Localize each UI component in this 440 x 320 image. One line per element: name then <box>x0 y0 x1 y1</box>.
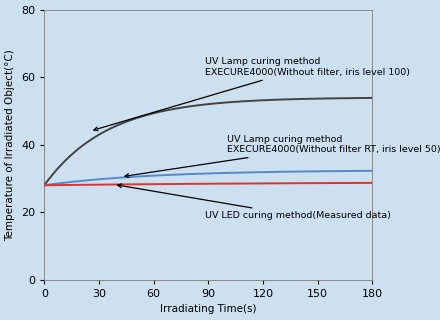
Text: UV LED curing method(Measured data): UV LED curing method(Measured data) <box>117 184 391 220</box>
Y-axis label: Temperature of Irradiated Object(°C): Temperature of Irradiated Object(°C) <box>6 49 15 241</box>
Text: UV Lamp curing method
EXECURE4000(Without filter RT, iris level 50): UV Lamp curing method EXECURE4000(Withou… <box>125 135 440 178</box>
X-axis label: Irradiating Time(s): Irradiating Time(s) <box>160 304 257 315</box>
Text: UV Lamp curing method
EXECURE4000(Without filter, iris level 100): UV Lamp curing method EXECURE4000(Withou… <box>94 57 410 131</box>
